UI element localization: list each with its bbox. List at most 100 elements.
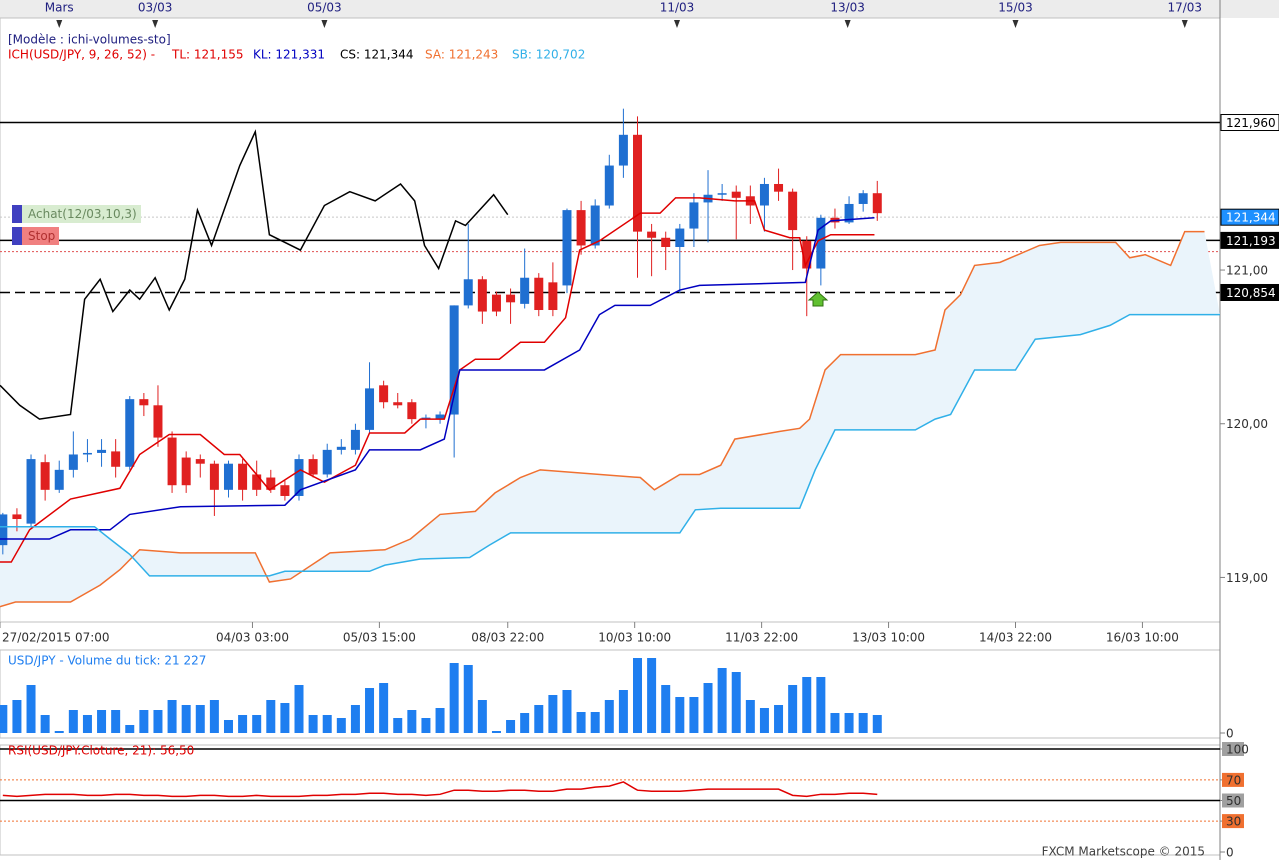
volume-bar xyxy=(590,712,600,733)
volume-bar xyxy=(12,700,22,733)
y-tick-box xyxy=(1222,772,1244,787)
volume-bar xyxy=(68,710,78,733)
volume-bar xyxy=(435,708,445,733)
volume-bar xyxy=(633,658,643,733)
volume-bar xyxy=(421,718,431,733)
y-tick-label: 100 xyxy=(1226,743,1249,757)
candle-body xyxy=(435,414,445,420)
legend-entry: SB: 120,702 xyxy=(512,48,585,62)
volume-bar xyxy=(562,690,572,733)
legend-entry: SA: 121,243 xyxy=(425,48,498,62)
level-label: 121,344 xyxy=(1226,211,1276,225)
volume-bar xyxy=(647,658,657,733)
candle-body xyxy=(365,388,375,430)
x-tick-label: 27/02/2015 07:00 xyxy=(2,631,110,645)
level-label: 121,960 xyxy=(1226,116,1276,130)
candle-body xyxy=(633,134,643,232)
volume-bar xyxy=(759,708,769,733)
y-tick-label: 120,00 xyxy=(1226,417,1268,431)
candle-body xyxy=(82,452,92,455)
volume-bar xyxy=(604,700,614,733)
volume-bar xyxy=(816,677,826,733)
order-marker xyxy=(12,227,22,245)
volume-bar xyxy=(703,683,713,733)
volume-bar xyxy=(181,705,191,733)
volume-bar xyxy=(872,715,882,733)
x-tick-label: 10/03 10:00 xyxy=(598,631,671,645)
candle-body xyxy=(449,305,459,415)
candle-body xyxy=(788,191,798,231)
candle-body xyxy=(463,279,473,306)
ichimoku-line xyxy=(0,197,875,563)
candle-body xyxy=(816,217,826,269)
level-label-box xyxy=(1220,283,1279,301)
top-date-bar xyxy=(0,0,1279,18)
volume-bar xyxy=(548,695,558,733)
volume-bar xyxy=(139,710,149,733)
y-tick-label: 0 xyxy=(1226,727,1234,741)
volume-bar xyxy=(407,710,417,733)
y-tick-label: 50 xyxy=(1226,794,1241,808)
y-tick-label: 119,00 xyxy=(1226,571,1268,585)
volume-bar xyxy=(745,700,755,733)
volume-bar xyxy=(689,697,699,733)
volume-bar xyxy=(40,715,50,733)
volume-bar xyxy=(111,710,121,733)
candle-body xyxy=(759,183,769,206)
candle-body xyxy=(858,193,868,204)
x-tick-label: 05/03 15:00 xyxy=(343,631,416,645)
volume-bar xyxy=(294,685,304,733)
volume-bar xyxy=(280,703,290,733)
top-x-tick-label: 03/03 xyxy=(138,1,173,15)
order-label: Stop xyxy=(28,229,56,243)
candle-body xyxy=(167,437,177,486)
y-tick-box xyxy=(1222,793,1244,808)
top-x-tick xyxy=(673,20,680,28)
candle-body xyxy=(68,454,78,470)
candle-body xyxy=(209,463,219,490)
y-tick-label: 70 xyxy=(1226,773,1241,787)
volume-bar xyxy=(195,705,205,733)
volume-bar xyxy=(153,710,163,733)
legend-entry: CS: 121,344 xyxy=(340,48,413,62)
volume-bar xyxy=(788,685,798,733)
volume-bar xyxy=(675,697,685,733)
candle-body xyxy=(294,459,304,496)
volume-bar xyxy=(209,700,219,733)
top-x-tick xyxy=(1012,20,1019,28)
top-x-tick xyxy=(844,20,851,28)
candle-body xyxy=(125,399,135,467)
candle-body xyxy=(590,205,600,246)
candle-body xyxy=(54,469,64,490)
candle-body xyxy=(491,294,501,312)
candle-body xyxy=(548,282,558,311)
cloud xyxy=(0,231,1220,607)
x-tick-label: 04/03 03:00 xyxy=(216,631,289,645)
ichimoku-line xyxy=(0,217,875,540)
candle-body xyxy=(379,385,389,403)
volume-bar xyxy=(731,672,741,733)
order-achat: Achat(12/03,10,3) xyxy=(12,205,141,223)
level-label-box xyxy=(1220,231,1279,249)
volume-bar xyxy=(308,715,318,733)
volume-bar xyxy=(350,705,360,733)
candle-body xyxy=(506,294,516,303)
x-tick-label: 14/03 22:00 xyxy=(979,631,1052,645)
candle-body xyxy=(238,463,248,490)
y-tick-label: 121,00 xyxy=(1226,264,1268,278)
candle-body xyxy=(280,485,290,496)
volume-bar xyxy=(54,731,64,733)
candle-body xyxy=(477,279,487,312)
candle-body xyxy=(252,474,262,490)
order-marker xyxy=(12,205,22,223)
footer: FXCM Marketscope © 2015 xyxy=(1042,845,1205,859)
candle-body xyxy=(576,210,586,246)
volume-bar xyxy=(774,705,784,733)
y-tick-label: 30 xyxy=(1226,815,1241,829)
top-x-tick-label: 17/03 xyxy=(1167,1,1202,15)
top-x-tick xyxy=(321,20,328,28)
